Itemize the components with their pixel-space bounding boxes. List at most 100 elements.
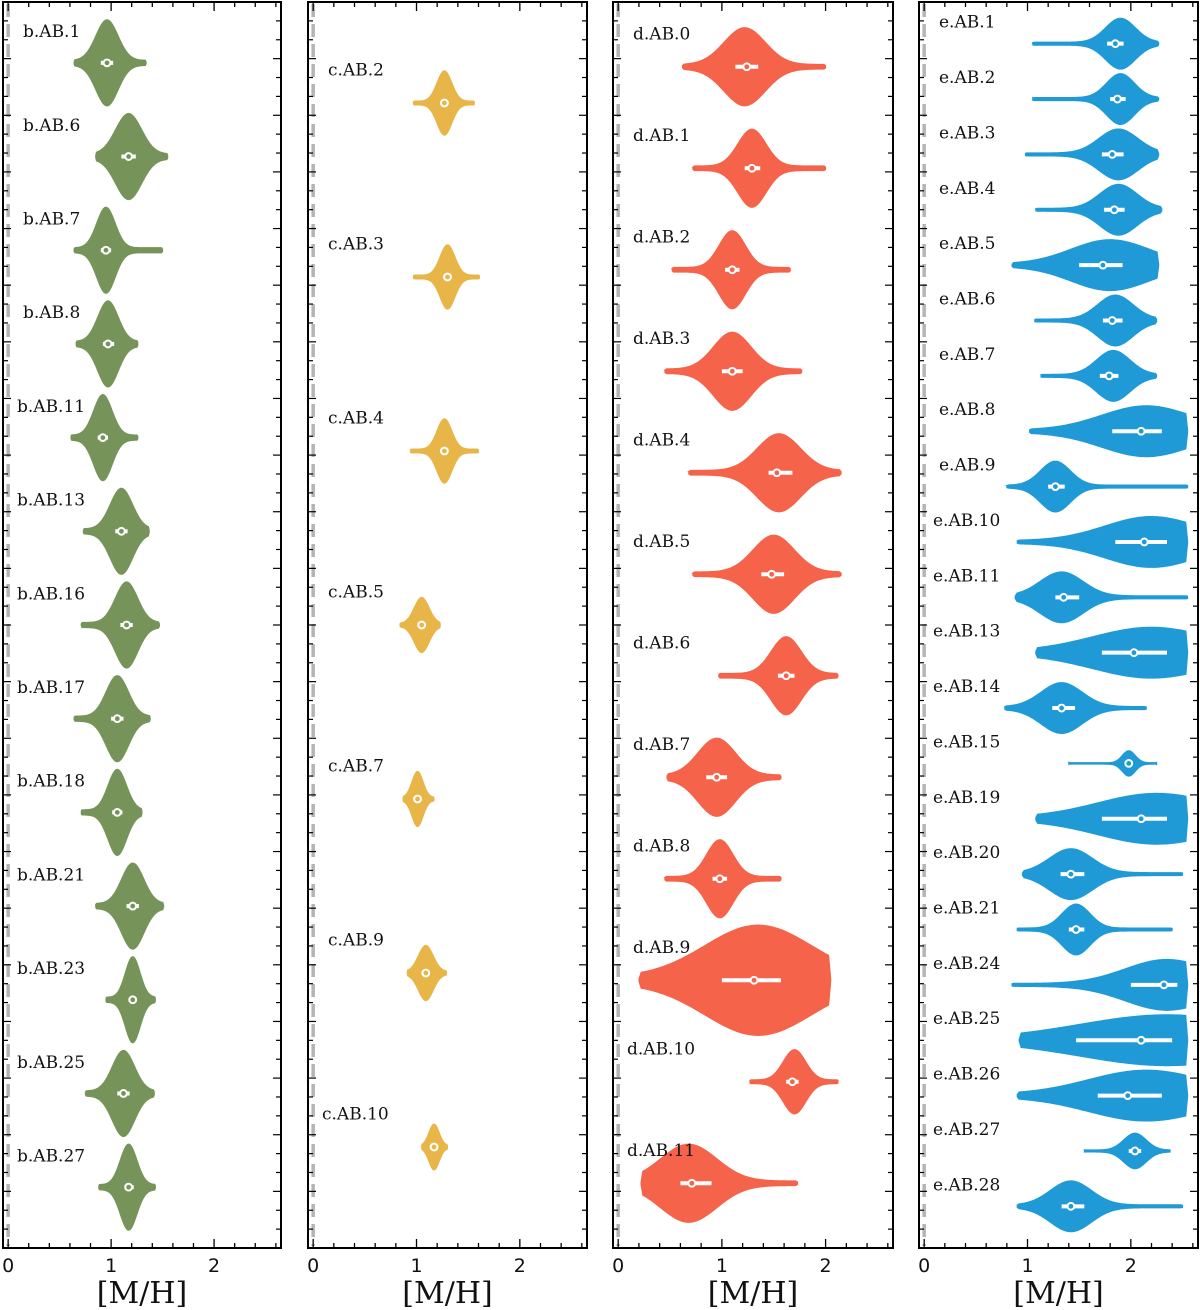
violin-body <box>1016 903 1173 956</box>
median-marker <box>1051 482 1060 491</box>
violin-body <box>1035 183 1163 236</box>
violin-b.AB.1: b.AB.1 <box>23 19 147 107</box>
violin-e.AB.15: e.AB.15 <box>933 732 1158 777</box>
median-marker <box>413 794 422 804</box>
x-axis-label: [M/H] <box>1013 1276 1103 1310</box>
violin-c.AB.9: c.AB.9 <box>328 931 447 1002</box>
violin-c.AB.10: c.AB.10 <box>322 1105 448 1171</box>
violin-c.AB.5: c.AB.5 <box>328 583 441 654</box>
violin-body <box>1032 73 1160 126</box>
median-marker <box>788 1077 797 1087</box>
panel-2: 0 1 2 [M/H] c.AB.2 c.AB.3 c.AB.4 c.AB.5 c.AB.7 c.… <box>307 1 588 1310</box>
violin-label: d.AB.10 <box>627 1039 695 1059</box>
x-tick-label: 0 <box>612 1255 624 1277</box>
median-marker <box>128 901 138 911</box>
panel-1: 0 1 2 [M/H] b.AB.1 b.AB.6 b.AB.7 b.AB.8 b.AB.11 b… <box>2 1 282 1310</box>
violin-body <box>1068 750 1158 777</box>
violin-label: c.AB.3 <box>328 235 384 255</box>
violin-e.AB.28: e.AB.28 <box>933 1175 1183 1233</box>
median-marker <box>440 446 449 456</box>
violin-b.AB.21: b.AB.21 <box>17 862 165 950</box>
violin-b.AB.27: b.AB.27 <box>17 1143 156 1231</box>
violin-d.AB.1: d.AB.1 <box>633 126 827 208</box>
violin-label: c.AB.9 <box>328 931 384 951</box>
violin-body <box>640 1143 799 1223</box>
panel-frame <box>2 1 282 1249</box>
median-marker <box>1129 648 1139 658</box>
median-marker <box>1107 150 1117 159</box>
violin-label: d.AB.3 <box>633 329 690 349</box>
violin-label: e.AB.11 <box>933 566 1000 586</box>
median-marker <box>101 245 111 255</box>
violin-e.AB.25: e.AB.25 <box>933 1009 1189 1067</box>
violin-label: c.AB.10 <box>322 1105 389 1125</box>
median-marker <box>1109 205 1119 215</box>
violin-d.AB.9: d.AB.9 <box>633 924 832 1036</box>
median-marker <box>421 968 431 978</box>
violin-body <box>1029 405 1189 458</box>
violin-label: e.AB.14 <box>933 677 1000 697</box>
violin-body <box>1016 1180 1183 1233</box>
median-marker <box>1136 426 1146 436</box>
violin-body <box>1034 294 1158 347</box>
x-tick-label: 2 <box>820 1255 832 1277</box>
violin-label: e.AB.13 <box>933 622 1000 642</box>
violin-body <box>1032 17 1160 70</box>
x-tick-label: 1 <box>1021 1255 1033 1277</box>
violin-label: e.AB.2 <box>939 68 995 88</box>
panel-frame <box>612 1 894 1249</box>
violin-e.AB.26: e.AB.26 <box>933 1065 1189 1122</box>
median-marker <box>1057 703 1066 713</box>
violin-d.AB.7: d.AB.7 <box>633 735 782 817</box>
violin-e.AB.10: e.AB.10 <box>933 511 1189 568</box>
violin-e.AB.27: e.AB.27 <box>933 1120 1171 1170</box>
violin-b.AB.25: b.AB.25 <box>17 1049 155 1138</box>
violin-label: c.AB.7 <box>328 757 384 777</box>
violin-label: e.AB.24 <box>933 954 1000 974</box>
median-marker <box>727 366 737 376</box>
median-marker <box>1113 94 1122 104</box>
panel-4: 0 1 2 [M/H] e.AB.1 e.AB.2 e.AB.3 e.AB.4 e.AB.5 e.… <box>918 1 1199 1310</box>
median-marker <box>1124 759 1134 768</box>
violin-label: b.AB.13 <box>17 491 85 511</box>
violin-e.AB.13: e.AB.13 <box>933 622 1189 679</box>
violin-body <box>73 206 164 294</box>
violin-label: b.AB.6 <box>23 116 80 136</box>
violin-c.AB.3: c.AB.3 <box>328 235 481 310</box>
violin-label: d.AB.11 <box>627 1141 695 1161</box>
violin-d.AB.2: d.AB.2 <box>633 227 791 310</box>
median-marker <box>747 163 757 173</box>
violin-body <box>80 581 160 669</box>
violin-label: b.AB.23 <box>17 959 85 979</box>
violin-b.AB.13: b.AB.13 <box>17 487 150 575</box>
median-marker <box>1110 39 1120 49</box>
median-marker <box>1139 537 1149 547</box>
violin-label: e.AB.10 <box>933 511 1000 531</box>
violin-b.AB.7: b.AB.7 <box>23 206 164 294</box>
violin-e.AB.6: e.AB.6 <box>939 289 1158 347</box>
violin-label: e.AB.9 <box>939 456 995 476</box>
violin-label: b.AB.18 <box>17 772 85 792</box>
median-marker <box>98 433 108 443</box>
median-marker <box>440 98 449 108</box>
violin-body <box>1014 571 1189 624</box>
median-marker <box>749 975 759 985</box>
violin-e.AB.20: e.AB.20 <box>933 843 1183 901</box>
violin-label: e.AB.15 <box>933 732 1000 752</box>
median-marker <box>117 526 126 536</box>
violin-body <box>80 768 143 856</box>
violin-label: b.AB.16 <box>17 584 85 604</box>
median-marker <box>712 772 722 782</box>
violin-b.AB.11: b.AB.11 <box>17 394 139 482</box>
violin-d.AB.0: d.AB.0 <box>633 24 827 107</box>
violin-b.AB.23: b.AB.23 <box>17 956 156 1044</box>
violin-e.AB.9: e.AB.9 <box>939 456 1189 513</box>
violin-body <box>1016 515 1189 568</box>
median-marker <box>112 807 122 817</box>
violin-body <box>687 433 842 513</box>
violin-e.AB.3: e.AB.3 <box>939 123 1160 181</box>
violin-label: b.AB.1 <box>23 22 80 42</box>
median-marker <box>122 620 131 630</box>
violin-e.AB.11: e.AB.11 <box>933 566 1189 624</box>
